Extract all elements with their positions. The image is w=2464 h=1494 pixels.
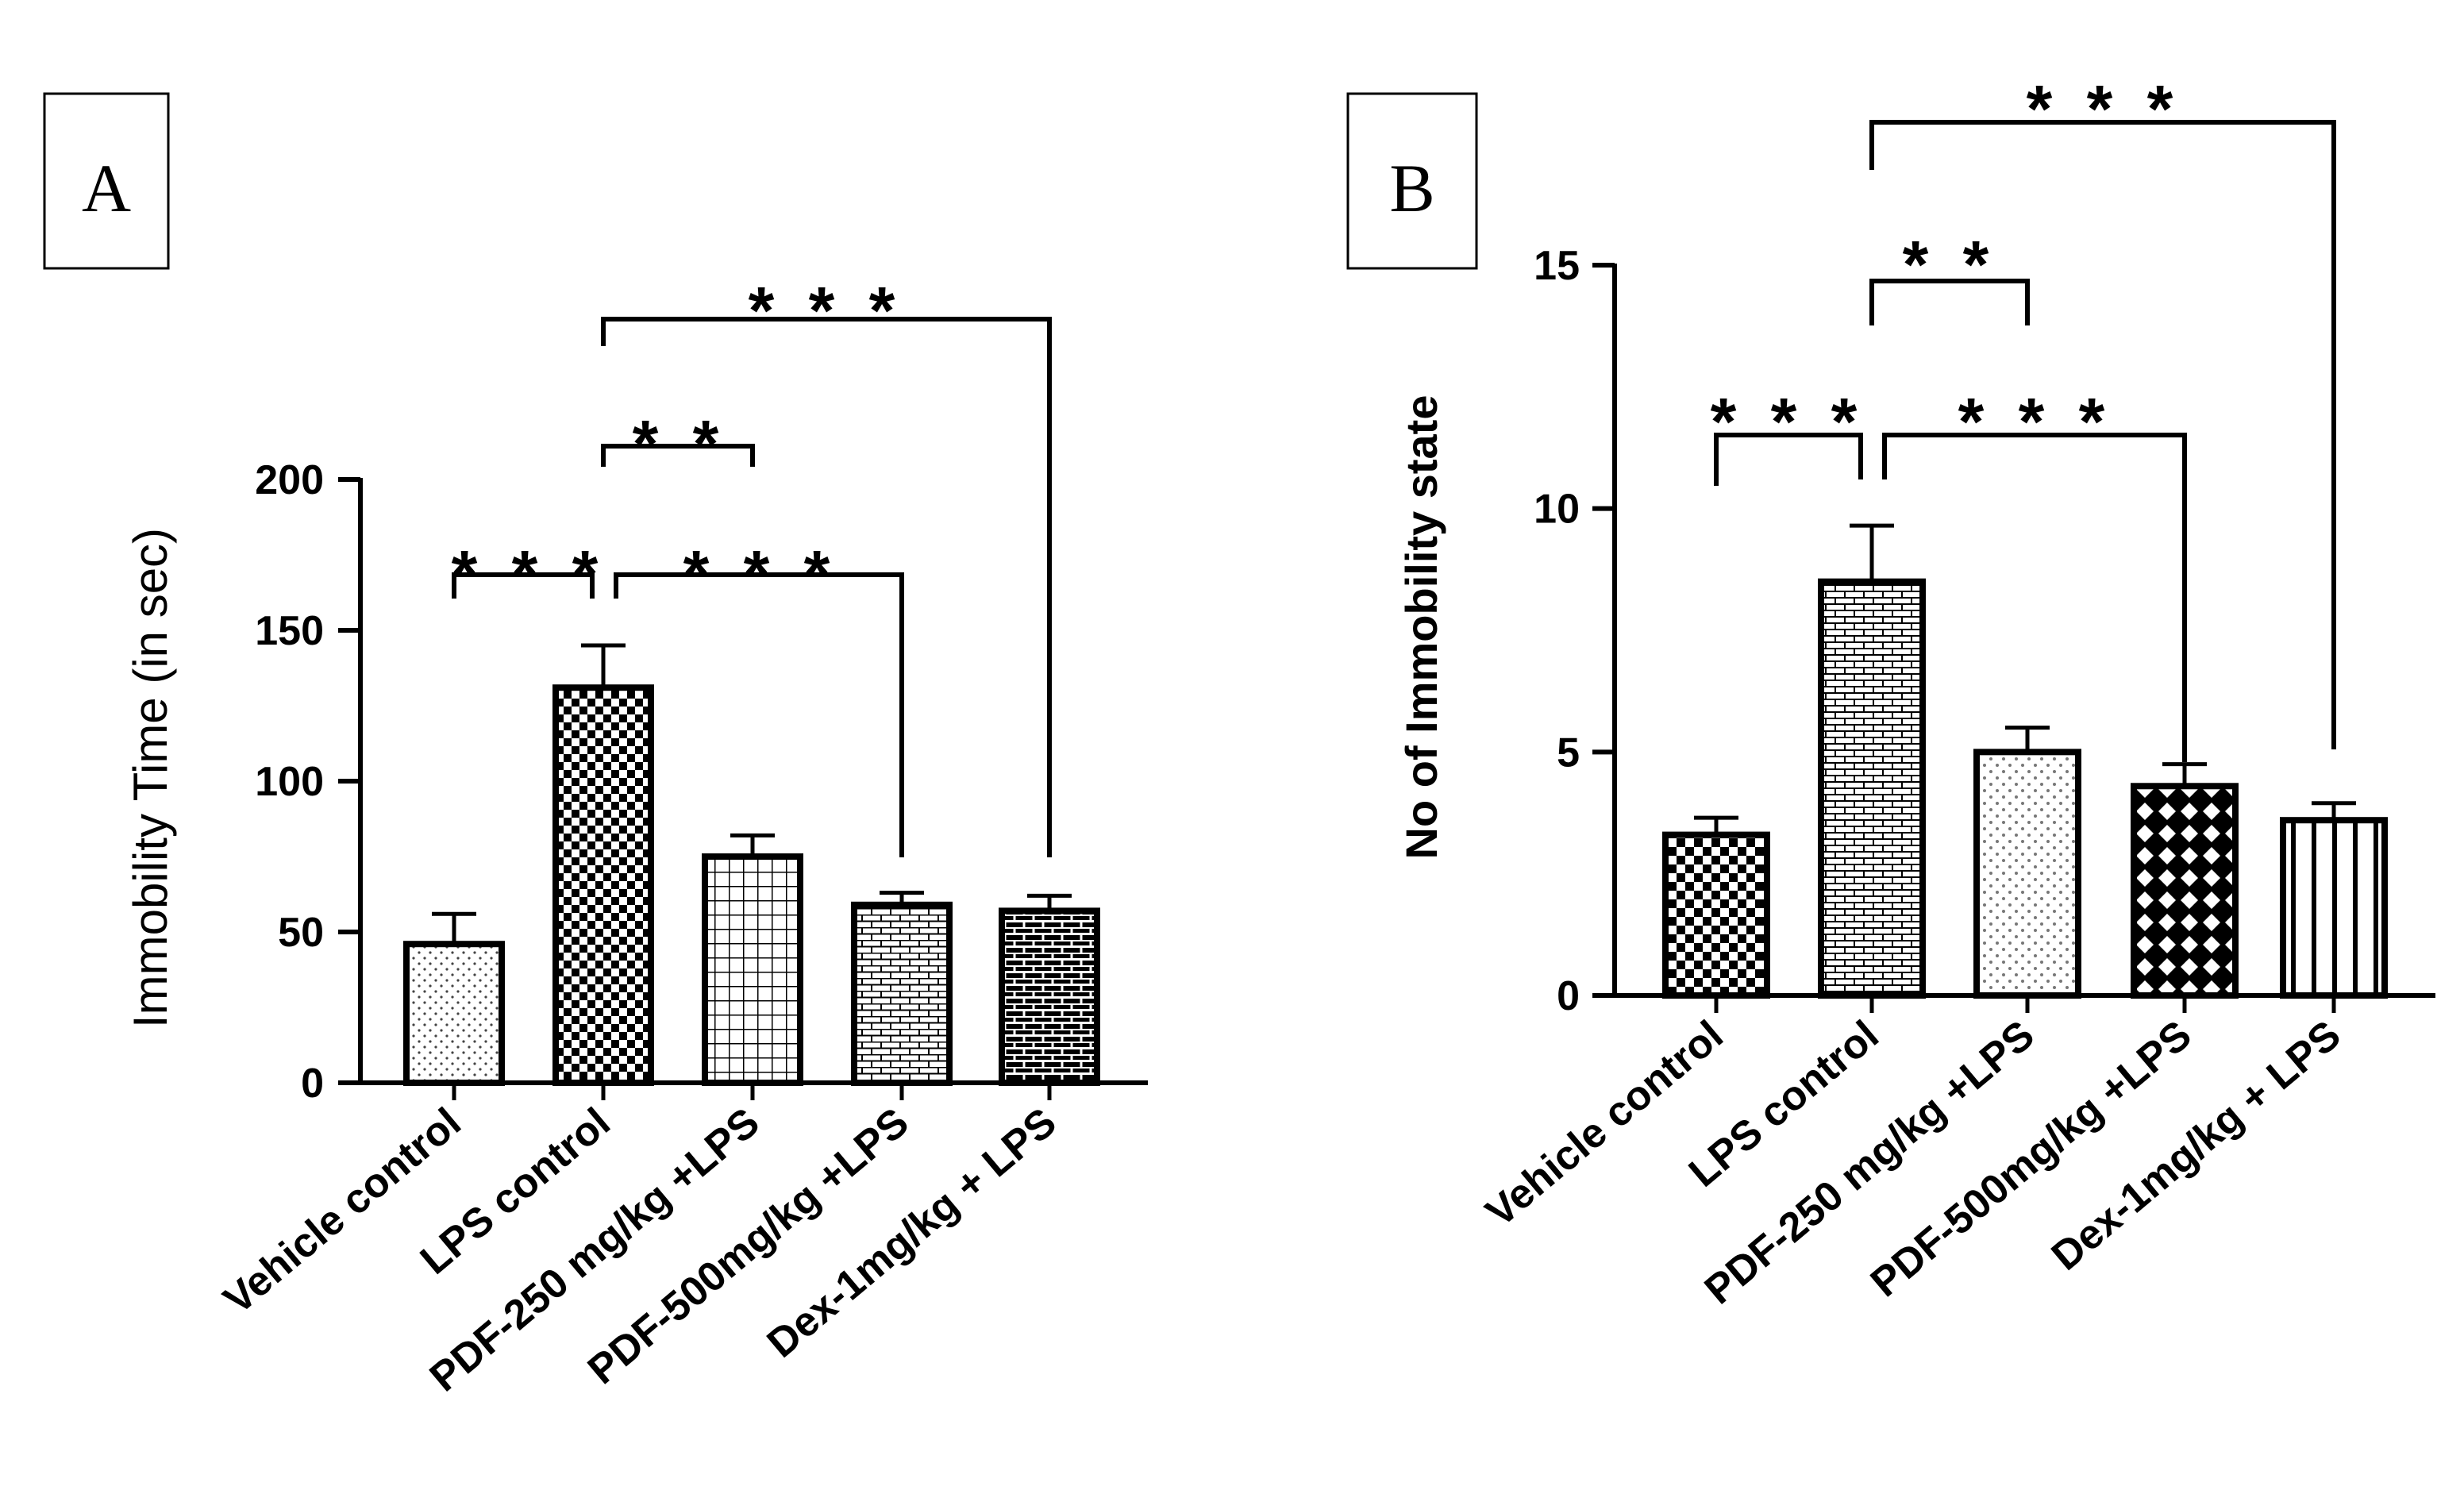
panel-a-significance-bracket bbox=[601, 317, 1052, 857]
panel-b-bar-4 bbox=[2131, 783, 2239, 999]
panel-a-bar-4 bbox=[851, 901, 953, 1087]
panel-a-significance-bracket bbox=[614, 572, 904, 857]
panel-a-y-tick-label: 100 bbox=[255, 759, 324, 805]
panel-b-y-tick-label: 15 bbox=[1534, 243, 1580, 289]
panel-b-significance-bracket bbox=[1882, 433, 2187, 762]
panel-b-bar-3 bbox=[1973, 749, 2081, 999]
panel-b-y-tick-label: 0 bbox=[1557, 973, 1580, 1019]
panel-a-significance-label: * * bbox=[633, 406, 727, 481]
panel-b-significance-label: * * * bbox=[2027, 71, 2181, 146]
panel-b-y-tick-label: 10 bbox=[1534, 487, 1580, 533]
panel-a-y-tick-label: 0 bbox=[301, 1061, 324, 1107]
panel-b-category-label: Vehicle control bbox=[1477, 1012, 1732, 1236]
panel-a-bar-3 bbox=[702, 853, 803, 1086]
panel-a-category-label: Dex-1mg/kg + LPS bbox=[759, 1099, 1065, 1367]
panel-a-y-tick-label: 200 bbox=[255, 457, 324, 503]
panel-a-label-box bbox=[43, 92, 170, 270]
panel-b-bar-1 bbox=[1662, 831, 1770, 999]
panel-b-significance-label: * * bbox=[1903, 227, 1997, 302]
panel-b-chart: 0 5 10 15 No of Immobility state Vehicle cont… bbox=[1396, 71, 2435, 1313]
panel-a-label: A bbox=[82, 150, 131, 226]
panel-b-label-box bbox=[1346, 92, 1478, 270]
panel-b-significance-label: * * * bbox=[1711, 384, 1865, 459]
panel-a-chart: 0 50 100 150 200 Immobility Time (in sec) Vehi… bbox=[124, 273, 1148, 1400]
panel-b-significance-bracket bbox=[1869, 279, 2030, 325]
panel-a-bar-2 bbox=[552, 684, 654, 1086]
panel-b-significance-bracket bbox=[1714, 433, 1863, 486]
panel-a-y-axis-label: Immobility Time (in sec) bbox=[124, 528, 177, 1028]
panel-b-bar-5 bbox=[2280, 817, 2388, 999]
panel-a-category-label: Vehicle control bbox=[215, 1099, 470, 1323]
panel-a-significance-bracket bbox=[452, 572, 595, 599]
panel-b-y-tick-label: 5 bbox=[1557, 730, 1580, 776]
panel-a-significance-label: * * * bbox=[452, 537, 606, 611]
panel-b-significance-label: * * * bbox=[1958, 384, 2113, 459]
panel-a-y-tick-label: 150 bbox=[255, 608, 324, 654]
panel-a-significance-label: * * * bbox=[749, 273, 903, 348]
panel-a-bar-5 bbox=[999, 907, 1100, 1087]
panel-a-significance-bracket bbox=[601, 444, 755, 467]
panel-b-y-axis-label: No of Immobility state bbox=[1396, 395, 1446, 860]
panel-b-label: B bbox=[1389, 150, 1434, 226]
panel-b-bar-2 bbox=[1818, 578, 1926, 999]
panel-b-significance-bracket bbox=[1869, 120, 2336, 749]
panel-b-category-label: Dex-1mg/kg + LPS bbox=[2043, 1012, 2350, 1280]
panel-a-bar-1 bbox=[403, 941, 505, 1086]
panel-a-y-tick-label: 50 bbox=[278, 910, 324, 956]
panel-a-significance-label: * * * bbox=[683, 537, 838, 611]
